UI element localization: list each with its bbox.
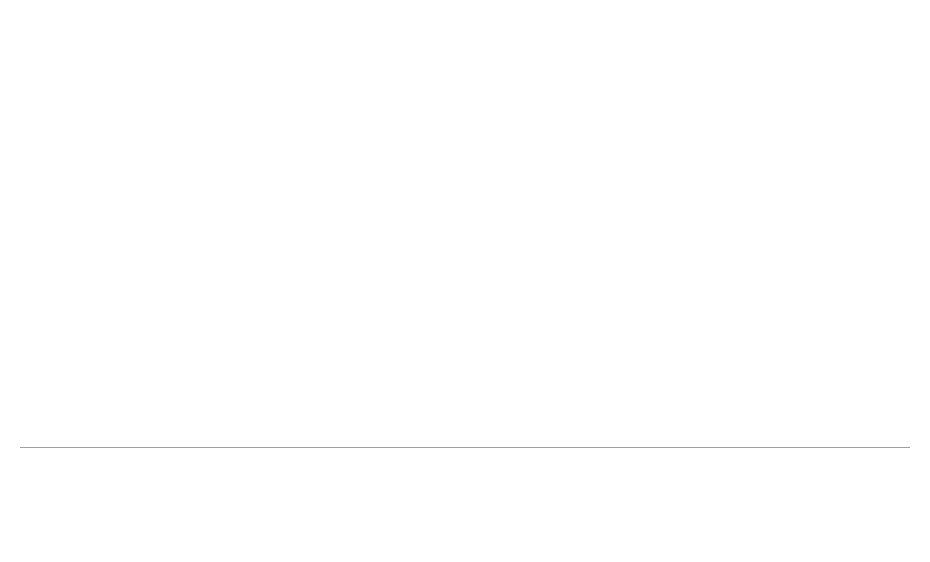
bar-groups (20, 38, 910, 448)
x-axis-baseline (20, 447, 910, 448)
chart-container (0, 0, 930, 562)
x-axis-labels (20, 448, 910, 458)
legend (20, 458, 910, 472)
plot-area (20, 38, 910, 448)
